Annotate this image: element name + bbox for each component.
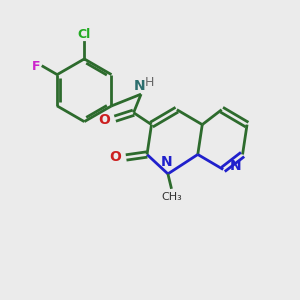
Text: F: F: [32, 60, 41, 73]
Text: CH₃: CH₃: [161, 192, 182, 203]
Text: N: N: [160, 155, 172, 169]
Text: O: O: [99, 113, 111, 127]
Text: N: N: [230, 159, 242, 173]
Text: H: H: [145, 76, 154, 89]
Text: Cl: Cl: [78, 28, 91, 41]
Text: N: N: [134, 79, 146, 93]
Text: O: O: [109, 151, 121, 164]
